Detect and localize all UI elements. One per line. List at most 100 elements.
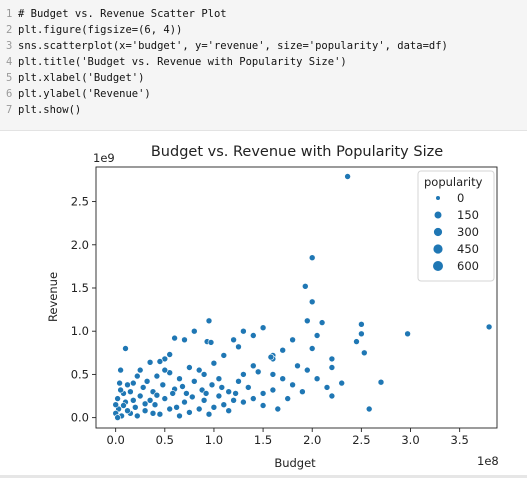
y-tick-label: 2.0 [71,238,89,252]
y-tick-label: 2.5 [71,195,89,209]
scatter-point [259,402,267,409]
scatter-point [215,375,223,382]
y-offset-label: 1e9 [93,151,115,165]
scatter-point [358,321,365,328]
scatter-point [122,345,129,352]
scatter-points [112,173,493,421]
scatter-point [186,409,193,416]
scatter-point [181,336,188,344]
scatter-point [230,396,237,404]
x-offset-label: 1e8 [477,454,499,468]
scatter-point [136,366,144,374]
code-text: plt.show() [18,104,82,116]
code-lines: 1 # Budget vs. Revenue Scatter Plot 2 plt.f… [6,6,527,118]
scatter-point [159,381,167,389]
scatter-point [169,390,176,397]
scatter-point [205,410,213,418]
y-tick-label: 0.0 [71,411,89,425]
scatter-point [156,358,164,365]
scatter-point [151,401,159,409]
scatter-point [279,346,287,354]
chart-title: Budget vs. Revenue with Popularity Size [151,144,443,160]
scatter-point [254,368,262,376]
line-number: 2 [6,24,13,36]
line-number: 6 [6,88,13,100]
output-bottom-border [0,475,527,478]
scatter-point [289,336,296,344]
y-tick-label: 1.0 [71,324,89,338]
y-axis-label: Revenue [46,272,60,322]
scatter-point [313,332,321,339]
scatter-point [299,388,306,396]
scatter-chart: 0.0 0.5 1.0 1.5 2.0 2.5 3.0 3.5 0.0 0.5 1.0 1.5 2.0 2… [46,144,499,470]
legend-entry-label: 150 [457,208,479,222]
scatter-point [173,403,180,411]
scatter-point [269,371,277,378]
scatter-point [328,392,336,400]
legend-entry-label: 300 [457,225,479,239]
code-text: # Budget vs. Revenue Scatter Plot [18,8,227,20]
x-tick-label: 1.0 [205,433,223,447]
line-number: 1 [6,8,13,20]
scatter-point [240,327,247,335]
scatter-point [328,364,336,371]
legend-marker [436,196,440,200]
scatter-point [318,319,326,326]
scatter-point [176,412,183,420]
code-line: 4 plt.title('Budget vs. Revenue with Popu… [6,54,527,70]
legend-entry-label: 0 [457,191,464,205]
scatter-point [120,402,127,409]
x-tick-label: 3.5 [451,433,469,447]
scatter-point [294,362,301,370]
scatter-point [274,405,282,413]
line-number: 5 [6,72,13,84]
scatter-point [328,355,336,363]
scatter-point [308,254,316,261]
output-area: 0.0 0.5 1.0 1.5 2.0 2.5 3.0 3.5 0.0 0.5 1.0 1.5 2.0 2… [0,131,527,478]
legend-marker [433,244,443,254]
scatter-point [200,371,208,378]
scatter-point [205,317,213,325]
scatter-point [269,386,277,394]
scatter-point [130,379,137,387]
scatter-point [161,366,169,374]
scatter-point [112,401,119,409]
scatter-point [114,395,121,402]
scatter-point [232,390,239,397]
code-text: plt.ylabel('Revenue') [18,88,151,100]
scatter-point [181,398,188,406]
scatter-point [141,407,149,415]
scatter-point [259,324,267,331]
scatter-point [218,384,226,391]
scatter-point [225,407,232,415]
x-tick-label: 1.5 [254,433,272,447]
scatter-point [124,407,131,415]
scatter-point [313,375,321,382]
scatter-point [153,391,161,399]
scatter-point [301,283,309,290]
x-tick-label: 0.0 [107,433,125,447]
scatter-point [338,379,346,387]
code-line: 3 sns.scatterplot(x='budget', y='revenue'… [6,38,527,54]
scatter-point [250,332,257,339]
scatter-point [153,372,161,380]
scatter-point [230,336,237,344]
legend: popularity 0 150 300 450 600 [417,170,495,282]
scatter-point [202,390,210,397]
scatter-point [303,317,311,325]
code-cell[interactable]: 1 # Budget vs. Revenue Scatter Plot 2 plt.f… [0,0,527,131]
x-tick-label: 2.0 [303,433,321,447]
scatter-point [215,392,223,400]
scatter-point [166,351,173,358]
scatter-point [191,378,198,385]
scatter-point [267,353,275,361]
scatter-point [235,343,242,351]
scatter-point [360,349,368,357]
scatter-point [179,383,186,390]
scatter-point [134,372,141,380]
scatter-point [284,395,292,402]
x-tick-label: 2.5 [352,433,370,447]
scatter-point [323,384,331,391]
code-line: 6 plt.ylabel('Revenue') [6,86,527,102]
scatter-point [132,403,139,411]
